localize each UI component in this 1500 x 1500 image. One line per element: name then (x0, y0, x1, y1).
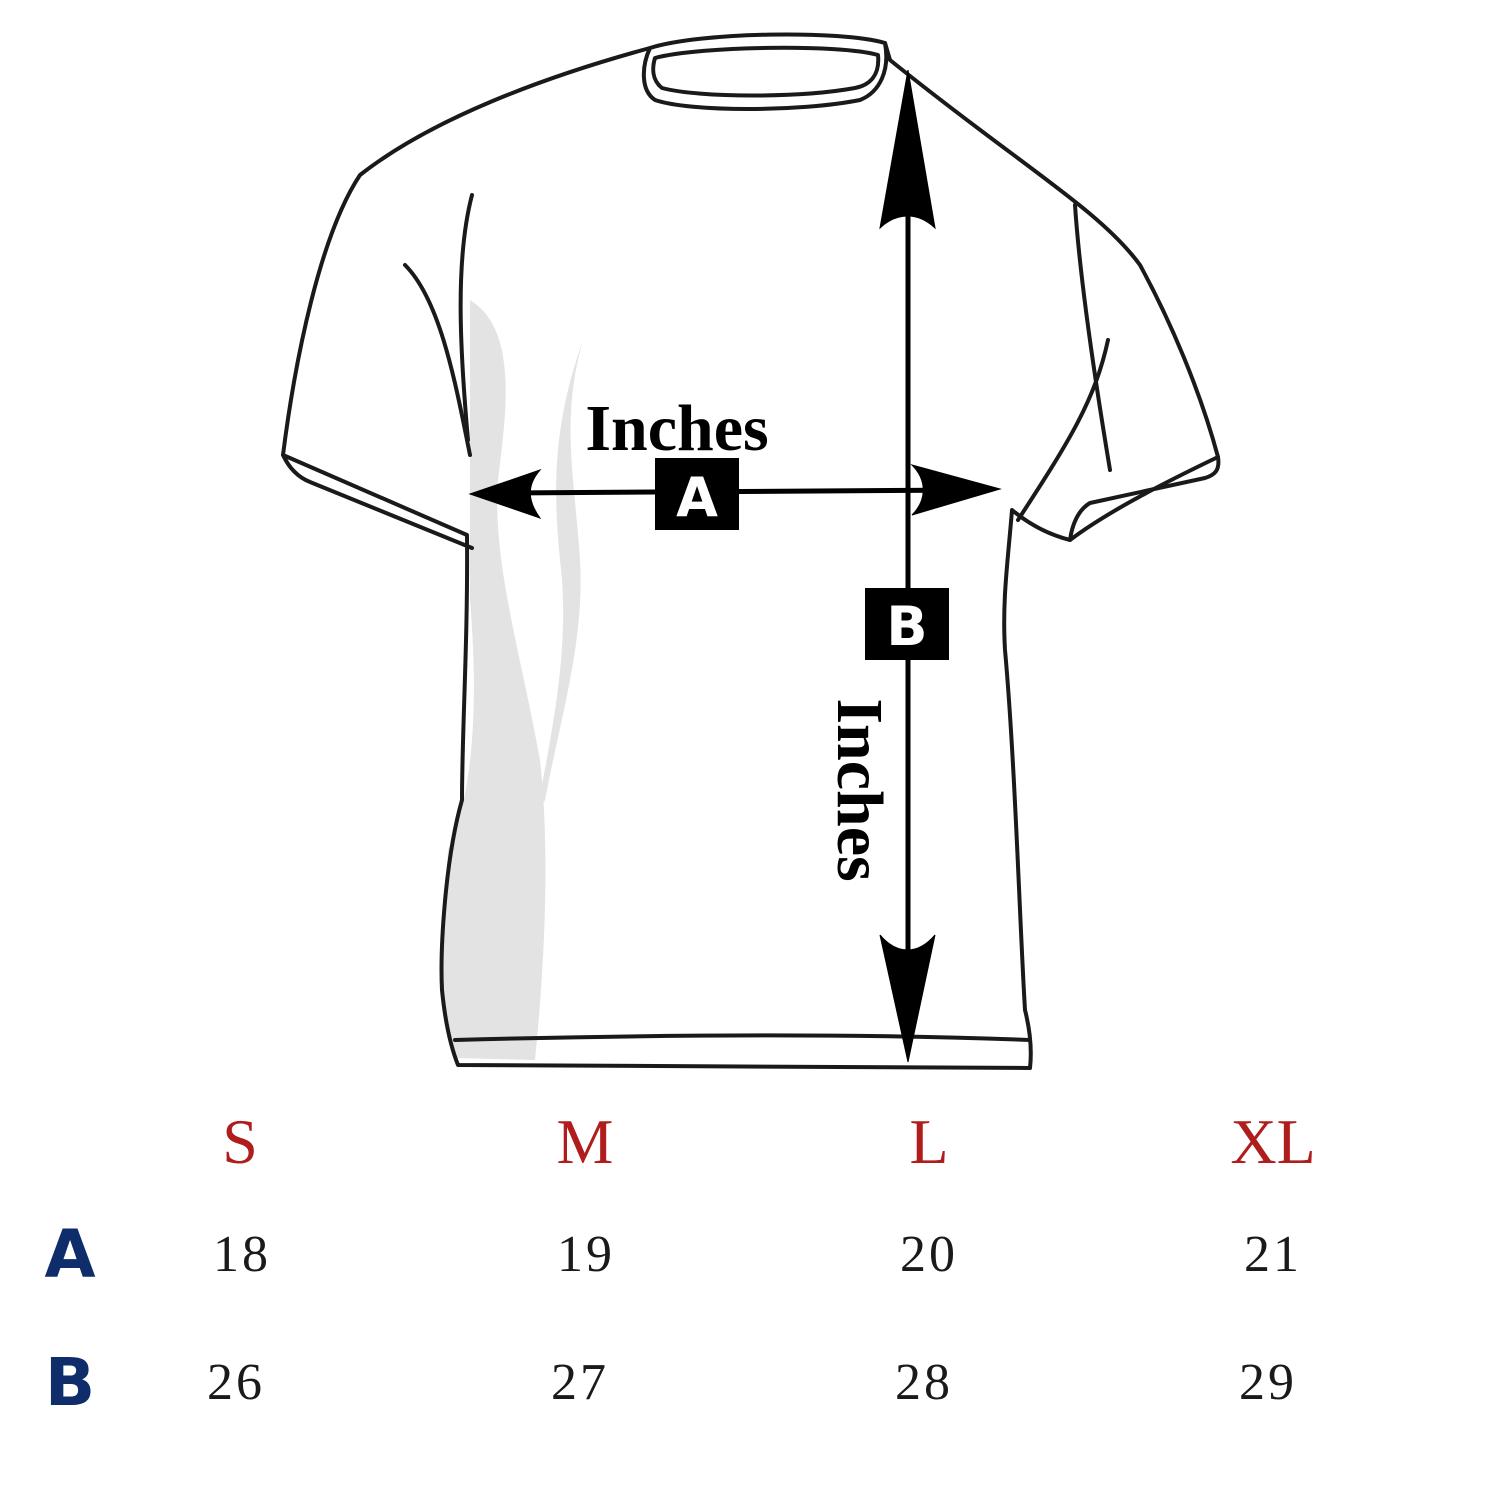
size-header-m: M (556, 1106, 614, 1177)
row-label-b: B (44, 1344, 96, 1421)
cell-b-s: 26 (207, 1354, 265, 1411)
size-header-xl: XL (1230, 1106, 1316, 1177)
row-label-a: A (44, 1216, 96, 1293)
tshirt-outline (281, 32, 1221, 1070)
arrow-a-left-head (468, 468, 542, 519)
arrow-b-top-head (879, 69, 936, 230)
label-a-inches: Inches (585, 392, 768, 465)
cell-b-xl: 29 (1239, 1354, 1297, 1411)
badge-a: A (676, 466, 718, 529)
size-header-l: L (909, 1106, 949, 1177)
badge-b: B (886, 595, 927, 658)
label-b-inches: Inches (823, 698, 896, 881)
cell-a-l: 20 (900, 1226, 958, 1283)
arrow-b-bottom-head (879, 934, 936, 1063)
cell-b-m: 27 (551, 1354, 609, 1411)
cell-a-s: 18 (213, 1226, 271, 1283)
size-header-s: S (222, 1106, 258, 1177)
cell-b-l: 28 (895, 1354, 953, 1411)
arrow-a-right-head (910, 464, 1002, 516)
shading-streak (535, 340, 583, 820)
badge-b-box (865, 588, 949, 660)
tshirt-diagram: A B Inches Inches (281, 32, 1221, 1070)
badge-a-box (655, 458, 739, 530)
cell-a-m: 19 (557, 1226, 615, 1283)
shading (440, 300, 546, 1060)
cell-a-xl: 21 (1244, 1226, 1302, 1283)
arrow-b (879, 69, 936, 1063)
